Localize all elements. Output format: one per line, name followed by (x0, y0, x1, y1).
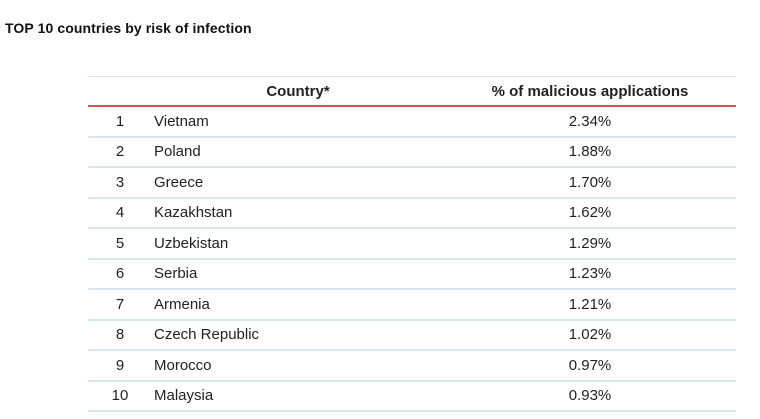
rank-cell: 3 (88, 167, 152, 199)
table-row: 3 Greece 1.70% (88, 167, 736, 199)
table-row: 7 Armenia 1.21% (88, 289, 736, 321)
table-row: 8 Czech Republic 1.02% (88, 319, 736, 351)
percent-cell: 1.23% (444, 258, 736, 290)
table-header-row: Country* % of malicious applications (88, 76, 736, 107)
column-header-percent: % of malicious applications (444, 76, 736, 107)
table-row: 10 Malaysia 0.93% (88, 380, 736, 412)
table-row: 6 Serbia 1.23% (88, 258, 736, 290)
table-row: 4 Kazakhstan 1.62% (88, 197, 736, 229)
country-cell: Morocco (152, 350, 444, 382)
rank-cell: 5 (88, 228, 152, 260)
country-cell: Vietnam (152, 106, 444, 138)
table-row: 9 Morocco 0.97% (88, 350, 736, 382)
rank-cell: 8 (88, 319, 152, 351)
percent-cell: 1.21% (444, 289, 736, 321)
table-row: 1 Vietnam 2.34% (88, 106, 736, 138)
percent-cell: 1.88% (444, 136, 736, 168)
rank-cell: 9 (88, 350, 152, 382)
rank-cell: 7 (88, 289, 152, 321)
page-title: TOP 10 countries by risk of infection (5, 20, 252, 36)
percent-cell: 1.62% (444, 197, 736, 229)
country-cell: Armenia (152, 289, 444, 321)
table-row: 2 Poland 1.88% (88, 136, 736, 168)
percent-cell: 1.29% (444, 228, 736, 260)
country-cell: Uzbekistan (152, 228, 444, 260)
rank-cell: 1 (88, 106, 152, 138)
column-header-country: Country* (152, 76, 444, 107)
country-cell: Kazakhstan (152, 197, 444, 229)
percent-cell: 0.97% (444, 350, 736, 382)
country-cell: Greece (152, 167, 444, 199)
rank-cell: 2 (88, 136, 152, 168)
column-header-rank (88, 76, 152, 107)
country-cell: Czech Republic (152, 319, 444, 351)
country-cell: Poland (152, 136, 444, 168)
rank-cell: 4 (88, 197, 152, 229)
rank-cell: 6 (88, 258, 152, 290)
countries-table: Country* % of malicious applications 1 V… (88, 76, 736, 412)
percent-cell: 0.93% (444, 380, 736, 412)
country-cell: Serbia (152, 258, 444, 290)
table-row: 5 Uzbekistan 1.29% (88, 228, 736, 260)
country-cell: Malaysia (152, 380, 444, 412)
percent-cell: 1.02% (444, 319, 736, 351)
rank-cell: 10 (88, 380, 152, 412)
percent-cell: 1.70% (444, 167, 736, 199)
percent-cell: 2.34% (444, 106, 736, 138)
